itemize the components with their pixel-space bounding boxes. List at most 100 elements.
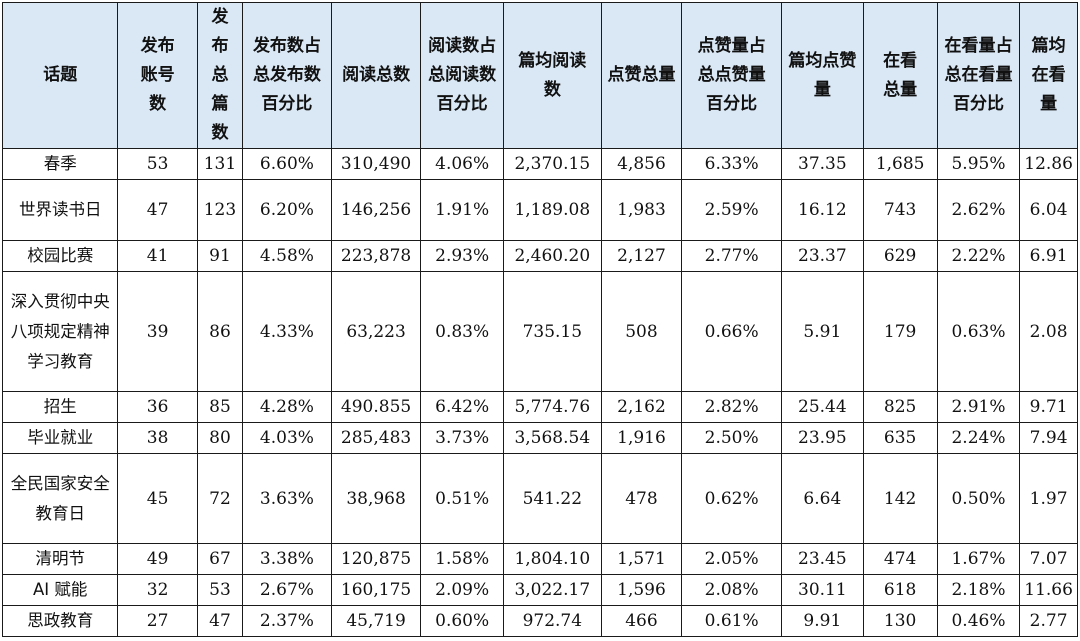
cell-avg-likes: 25.44 bbox=[781, 391, 864, 423]
cell-views-share: 2.62% bbox=[936, 179, 1021, 241]
table-row: 春季 53 131 6.60% 310,490 4.06% 2,370.15 4… bbox=[1, 148, 1078, 180]
cell-reads: 285,483 bbox=[330, 422, 422, 454]
cell-reads-share: 1.91% bbox=[420, 179, 504, 241]
cell-avg-reads: 3,568.54 bbox=[502, 422, 602, 454]
cell-posts: 72 bbox=[196, 453, 244, 544]
col-header-avg-likes: 篇均点赞量 bbox=[781, 2, 864, 149]
cell-likes-share: 2.50% bbox=[681, 422, 783, 454]
cell-views-share: 2.22% bbox=[936, 240, 1021, 272]
cell-likes-share: 6.33% bbox=[681, 148, 783, 180]
cell-likes: 1,596 bbox=[600, 574, 683, 606]
cell-accounts: 36 bbox=[117, 391, 198, 423]
cell-views: 635 bbox=[862, 422, 938, 454]
col-header-reads: 阅读总数 bbox=[330, 2, 422, 149]
col-header-posts: 发布总篇数 bbox=[196, 2, 244, 149]
cell-avg-reads: 5,774.76 bbox=[502, 391, 602, 423]
col-header-likes-share: 点赞量占总点赞量百分比 bbox=[681, 2, 783, 149]
cell-reads: 146,256 bbox=[330, 179, 422, 241]
cell-accounts: 45 bbox=[117, 453, 198, 544]
cell-reads-share: 2.09% bbox=[420, 574, 504, 606]
cell-accounts: 38 bbox=[117, 422, 198, 454]
cell-topic: AI 赋能 bbox=[1, 574, 119, 606]
cell-views: 618 bbox=[862, 574, 938, 606]
cell-likes-share: 2.77% bbox=[681, 240, 783, 272]
cell-posts-share: 6.20% bbox=[242, 179, 332, 241]
table-row: AI 赋能 32 53 2.67% 160,175 2.09% 3,022.17… bbox=[1, 574, 1078, 606]
cell-reads-share: 6.42% bbox=[420, 391, 504, 423]
col-header-views: 在看总量 bbox=[862, 2, 938, 149]
cell-avg-likes: 23.45 bbox=[781, 543, 864, 575]
cell-likes: 1,571 bbox=[600, 543, 683, 575]
cell-likes: 478 bbox=[600, 453, 683, 544]
cell-likes: 2,127 bbox=[600, 240, 683, 272]
cell-views-share: 1.67% bbox=[936, 543, 1021, 575]
table-row: 清明节 49 67 3.38% 120,875 1.58% 1,804.10 1… bbox=[1, 543, 1078, 575]
cell-views: 474 bbox=[862, 543, 938, 575]
cell-reads: 490.855 bbox=[330, 391, 422, 423]
cell-likes-share: 2.08% bbox=[681, 574, 783, 606]
cell-topic: 世界读书日 bbox=[1, 179, 119, 241]
cell-likes: 466 bbox=[600, 605, 683, 637]
cell-posts: 131 bbox=[196, 148, 244, 180]
cell-reads: 120,875 bbox=[330, 543, 422, 575]
cell-avg-views: 2.77 bbox=[1019, 605, 1078, 637]
cell-posts: 53 bbox=[196, 574, 244, 606]
cell-likes-share: 0.62% bbox=[681, 453, 783, 544]
table-row: 校园比赛 41 91 4.58% 223,878 2.93% 2,460.20 … bbox=[1, 240, 1078, 272]
cell-reads-share: 0.83% bbox=[420, 271, 504, 392]
cell-topic: 毕业就业 bbox=[1, 422, 119, 454]
cell-views-share: 0.46% bbox=[936, 605, 1021, 637]
cell-likes-share: 2.05% bbox=[681, 543, 783, 575]
table-row: 思政教育 27 47 2.37% 45,719 0.60% 972.74 466… bbox=[1, 605, 1078, 637]
cell-likes-share: 0.66% bbox=[681, 271, 783, 392]
cell-views-share: 5.95% bbox=[936, 148, 1021, 180]
cell-accounts: 32 bbox=[117, 574, 198, 606]
col-header-topic: 话题 bbox=[1, 2, 119, 149]
cell-views-share: 0.50% bbox=[936, 453, 1021, 544]
cell-topic: 校园比赛 bbox=[1, 240, 119, 272]
cell-avg-reads: 541.22 bbox=[502, 453, 602, 544]
cell-avg-reads: 1,189.08 bbox=[502, 179, 602, 241]
cell-avg-likes: 5.91 bbox=[781, 271, 864, 392]
cell-topic: 春季 bbox=[1, 148, 119, 180]
col-header-views-share: 在看量占总在看量百分比 bbox=[936, 2, 1021, 149]
cell-posts: 86 bbox=[196, 271, 244, 392]
cell-accounts: 39 bbox=[117, 271, 198, 392]
cell-views: 179 bbox=[862, 271, 938, 392]
cell-views: 825 bbox=[862, 391, 938, 423]
cell-avg-views: 2.08 bbox=[1019, 271, 1078, 392]
cell-views: 629 bbox=[862, 240, 938, 272]
cell-posts: 80 bbox=[196, 422, 244, 454]
cell-avg-likes: 6.64 bbox=[781, 453, 864, 544]
cell-avg-likes: 30.11 bbox=[781, 574, 864, 606]
cell-reads-share: 2.93% bbox=[420, 240, 504, 272]
cell-reads: 38,968 bbox=[330, 453, 422, 544]
cell-avg-views: 9.71 bbox=[1019, 391, 1078, 423]
cell-reads: 45,719 bbox=[330, 605, 422, 637]
cell-views: 743 bbox=[862, 179, 938, 241]
table-row: 全民国家安全教育日 45 72 3.63% 38,968 0.51% 541.2… bbox=[1, 453, 1078, 544]
cell-avg-reads: 1,804.10 bbox=[502, 543, 602, 575]
cell-avg-reads: 735.15 bbox=[502, 271, 602, 392]
col-header-avg-reads: 篇均阅读数 bbox=[502, 2, 602, 149]
table-row: 世界读书日 47 123 6.20% 146,256 1.91% 1,189.0… bbox=[1, 179, 1078, 241]
cell-views-share: 2.91% bbox=[936, 391, 1021, 423]
cell-avg-views: 1.97 bbox=[1019, 453, 1078, 544]
cell-posts: 123 bbox=[196, 179, 244, 241]
cell-likes: 508 bbox=[600, 271, 683, 392]
cell-reads-share: 4.06% bbox=[420, 148, 504, 180]
cell-avg-reads: 3,022.17 bbox=[502, 574, 602, 606]
cell-posts: 85 bbox=[196, 391, 244, 423]
header-row: 话题 发布账号数 发布总篇数 发布数占总发布数百分比 阅读总数 阅读数占总阅读数… bbox=[1, 2, 1078, 149]
table-row: 毕业就业 38 80 4.03% 285,483 3.73% 3,568.54 … bbox=[1, 422, 1078, 454]
cell-accounts: 27 bbox=[117, 605, 198, 637]
col-header-likes: 点赞总量 bbox=[600, 2, 683, 149]
cell-posts-share: 2.37% bbox=[242, 605, 332, 637]
cell-posts-share: 2.67% bbox=[242, 574, 332, 606]
cell-reads-share: 0.51% bbox=[420, 453, 504, 544]
cell-accounts: 53 bbox=[117, 148, 198, 180]
cell-likes-share: 2.59% bbox=[681, 179, 783, 241]
cell-topic: 招生 bbox=[1, 391, 119, 423]
cell-posts: 91 bbox=[196, 240, 244, 272]
